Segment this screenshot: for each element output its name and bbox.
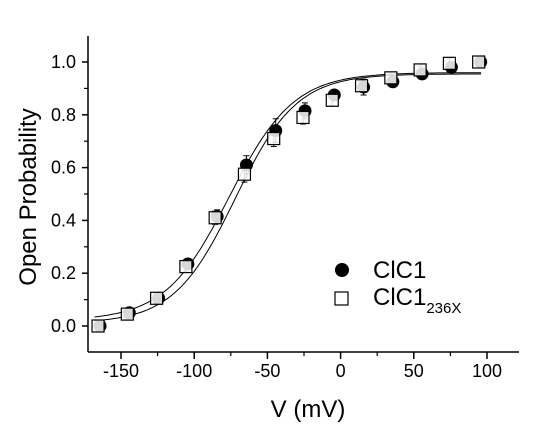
legend-label-clc1-236x-main: ClC1 bbox=[373, 284, 426, 311]
data-point-clc1-236x bbox=[472, 55, 486, 69]
legend-label-clc1-236x-subscript: 236X bbox=[426, 300, 461, 317]
y-tick-label: 0.6 bbox=[51, 158, 76, 178]
data-point-clc1-236x bbox=[150, 291, 164, 305]
x-axis-title: V (mV) bbox=[271, 396, 346, 423]
legend: ClC1 ClC1236X bbox=[334, 257, 461, 317]
y-axis-title: Open Probability bbox=[15, 108, 42, 285]
x-tick-label: 100 bbox=[472, 361, 502, 381]
y-tick-label: 0.8 bbox=[51, 105, 76, 125]
data-point-clc1-236x bbox=[354, 79, 369, 93]
data-point-clc1-236x bbox=[208, 211, 222, 225]
legend-marker-clc1 bbox=[335, 263, 349, 277]
y-tick-label: 0.0 bbox=[51, 316, 76, 336]
legend-marker-clc1-236x bbox=[334, 291, 349, 306]
x-tick-label: -150 bbox=[103, 361, 139, 381]
data-points bbox=[91, 55, 488, 333]
data-point-clc1-236x bbox=[442, 56, 456, 70]
legend-label-clc1-236x: ClC1236X bbox=[373, 284, 461, 317]
x-tick-label: -100 bbox=[176, 361, 212, 381]
x-tick-label: -50 bbox=[254, 361, 280, 381]
data-point-clc1-236x bbox=[91, 319, 105, 333]
data-point-clc1-236x bbox=[179, 260, 193, 274]
y-tick-label: 0.4 bbox=[51, 210, 76, 230]
data-point-clc1-236x bbox=[296, 110, 310, 125]
data-point-clc1-236x bbox=[325, 93, 339, 107]
y-axis-ticks: 0.0 0.2 0.4 0.6 0.8 1.0 bbox=[51, 52, 88, 336]
data-point-clc1-236x bbox=[237, 167, 252, 181]
y-tick-label: 1.0 bbox=[51, 52, 76, 72]
x-axis-ticks: -150 -100 -50 0 50 100 bbox=[103, 352, 502, 381]
data-point-clc1-236x bbox=[267, 131, 281, 146]
data-point-clc1-236x bbox=[384, 71, 398, 85]
data-point-clc1-236x bbox=[120, 307, 134, 321]
legend-label-clc1: ClC1 bbox=[373, 257, 426, 284]
y-tick-label: 0.2 bbox=[51, 263, 76, 283]
x-tick-label: 0 bbox=[336, 361, 346, 381]
data-point-clc1-236x bbox=[413, 63, 427, 77]
x-tick-label: 50 bbox=[404, 361, 424, 381]
plot-area: 0.0 0.2 0.4 0.6 0.8 1.0 -150 -100 -50 0 50 100 bbox=[51, 36, 519, 381]
